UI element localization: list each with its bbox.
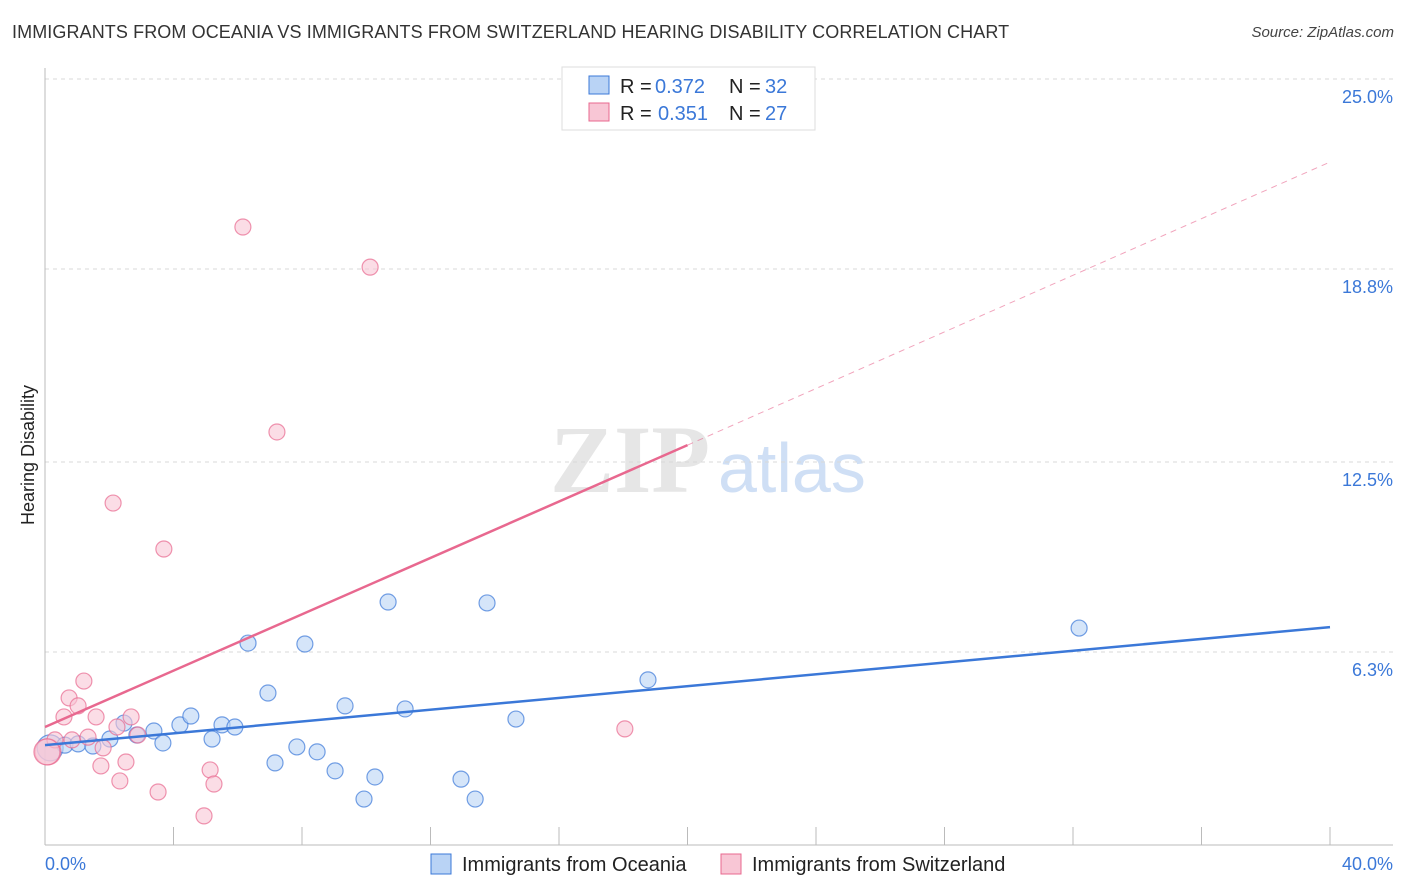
legend-swatch-switzerland <box>720 853 742 875</box>
watermark-atlas: atlas <box>718 429 866 507</box>
data-point-oceania <box>507 710 525 728</box>
data-point-switzerland <box>108 718 126 736</box>
data-point-switzerland <box>234 218 252 236</box>
data-point-switzerland <box>33 738 61 766</box>
bottom-legend: Immigrants from Oceania Immigrants from … <box>430 853 1005 876</box>
trend-line-switzerland <box>44 444 689 729</box>
data-point-switzerland <box>268 423 286 441</box>
data-point-oceania <box>396 700 414 718</box>
data-point-oceania <box>154 734 172 752</box>
watermark: ZIP <box>550 406 710 513</box>
data-point-switzerland <box>361 258 379 276</box>
data-point-switzerland <box>155 540 173 558</box>
data-point-switzerland <box>87 708 105 726</box>
data-point-oceania <box>259 684 277 702</box>
x-tick-label: 0.0% <box>45 854 86 874</box>
data-point-switzerland <box>117 753 135 771</box>
trend-line-oceania <box>44 625 1331 747</box>
data-point-oceania <box>366 768 384 786</box>
legend-label-oceania: Immigrants from Oceania <box>462 854 687 876</box>
data-point-oceania <box>478 594 496 612</box>
legend-r-value: 0.372 <box>655 76 705 98</box>
data-point-switzerland <box>63 731 81 749</box>
data-point-oceania <box>1070 619 1088 637</box>
data-point-oceania <box>203 730 221 748</box>
data-point-oceania <box>266 754 284 772</box>
legend-r-value: 0.351 <box>658 103 708 125</box>
data-point-switzerland <box>94 739 112 757</box>
legend-n-label: N = <box>729 103 761 125</box>
data-point-oceania <box>182 707 200 725</box>
chart-title: IMMIGRANTS FROM OCEANIA VS IMMIGRANTS FR… <box>12 22 1010 42</box>
chart-source: Source: ZipAtlas.com <box>1251 24 1394 41</box>
legend-n-label: N = <box>729 76 761 98</box>
legend-n-value: 27 <box>765 103 787 125</box>
y-tick-label: 25.0% <box>1342 87 1393 107</box>
data-point-oceania <box>288 738 306 756</box>
legend-r-label: R = <box>620 76 652 98</box>
data-point-switzerland <box>616 720 634 738</box>
data-point-switzerland <box>92 757 110 775</box>
data-point-oceania <box>379 593 397 611</box>
data-point-oceania <box>355 790 373 808</box>
legend-box: R = 0.372 N = 32 R = 0.351 N = 27 <box>561 66 816 131</box>
data-point-switzerland <box>201 761 219 779</box>
y-tick-label: 18.8% <box>1342 277 1393 297</box>
data-point-switzerland <box>205 775 223 793</box>
data-point-oceania <box>639 671 657 689</box>
data-point-oceania <box>336 697 354 715</box>
trend-line-extended <box>687 161 1331 446</box>
legend-swatch-oceania <box>588 75 610 95</box>
data-point-switzerland <box>149 783 167 801</box>
legend-swatch-oceania <box>430 853 452 875</box>
data-point-oceania <box>326 762 344 780</box>
legend-n-value: 32 <box>765 76 787 98</box>
legend-r-label: R = <box>620 103 652 125</box>
y-tick-label: 12.5% <box>1342 470 1393 490</box>
legend-label-switzerland: Immigrants from Switzerland <box>752 854 1005 876</box>
data-point-switzerland <box>111 772 129 790</box>
y-axis-label: Hearing Disability <box>18 385 38 525</box>
y-tick-label: 6.3% <box>1352 660 1393 680</box>
data-point-oceania <box>452 770 470 788</box>
data-point-oceania <box>466 790 484 808</box>
legend-swatch-switzerland <box>588 102 610 122</box>
data-point-switzerland <box>75 672 93 690</box>
x-tick-label: 40.0% <box>1342 854 1393 874</box>
data-point-oceania <box>308 743 326 761</box>
data-point-switzerland <box>122 708 140 726</box>
data-point-switzerland <box>104 494 122 512</box>
data-point-oceania <box>296 635 314 653</box>
data-point-switzerland <box>195 807 213 825</box>
